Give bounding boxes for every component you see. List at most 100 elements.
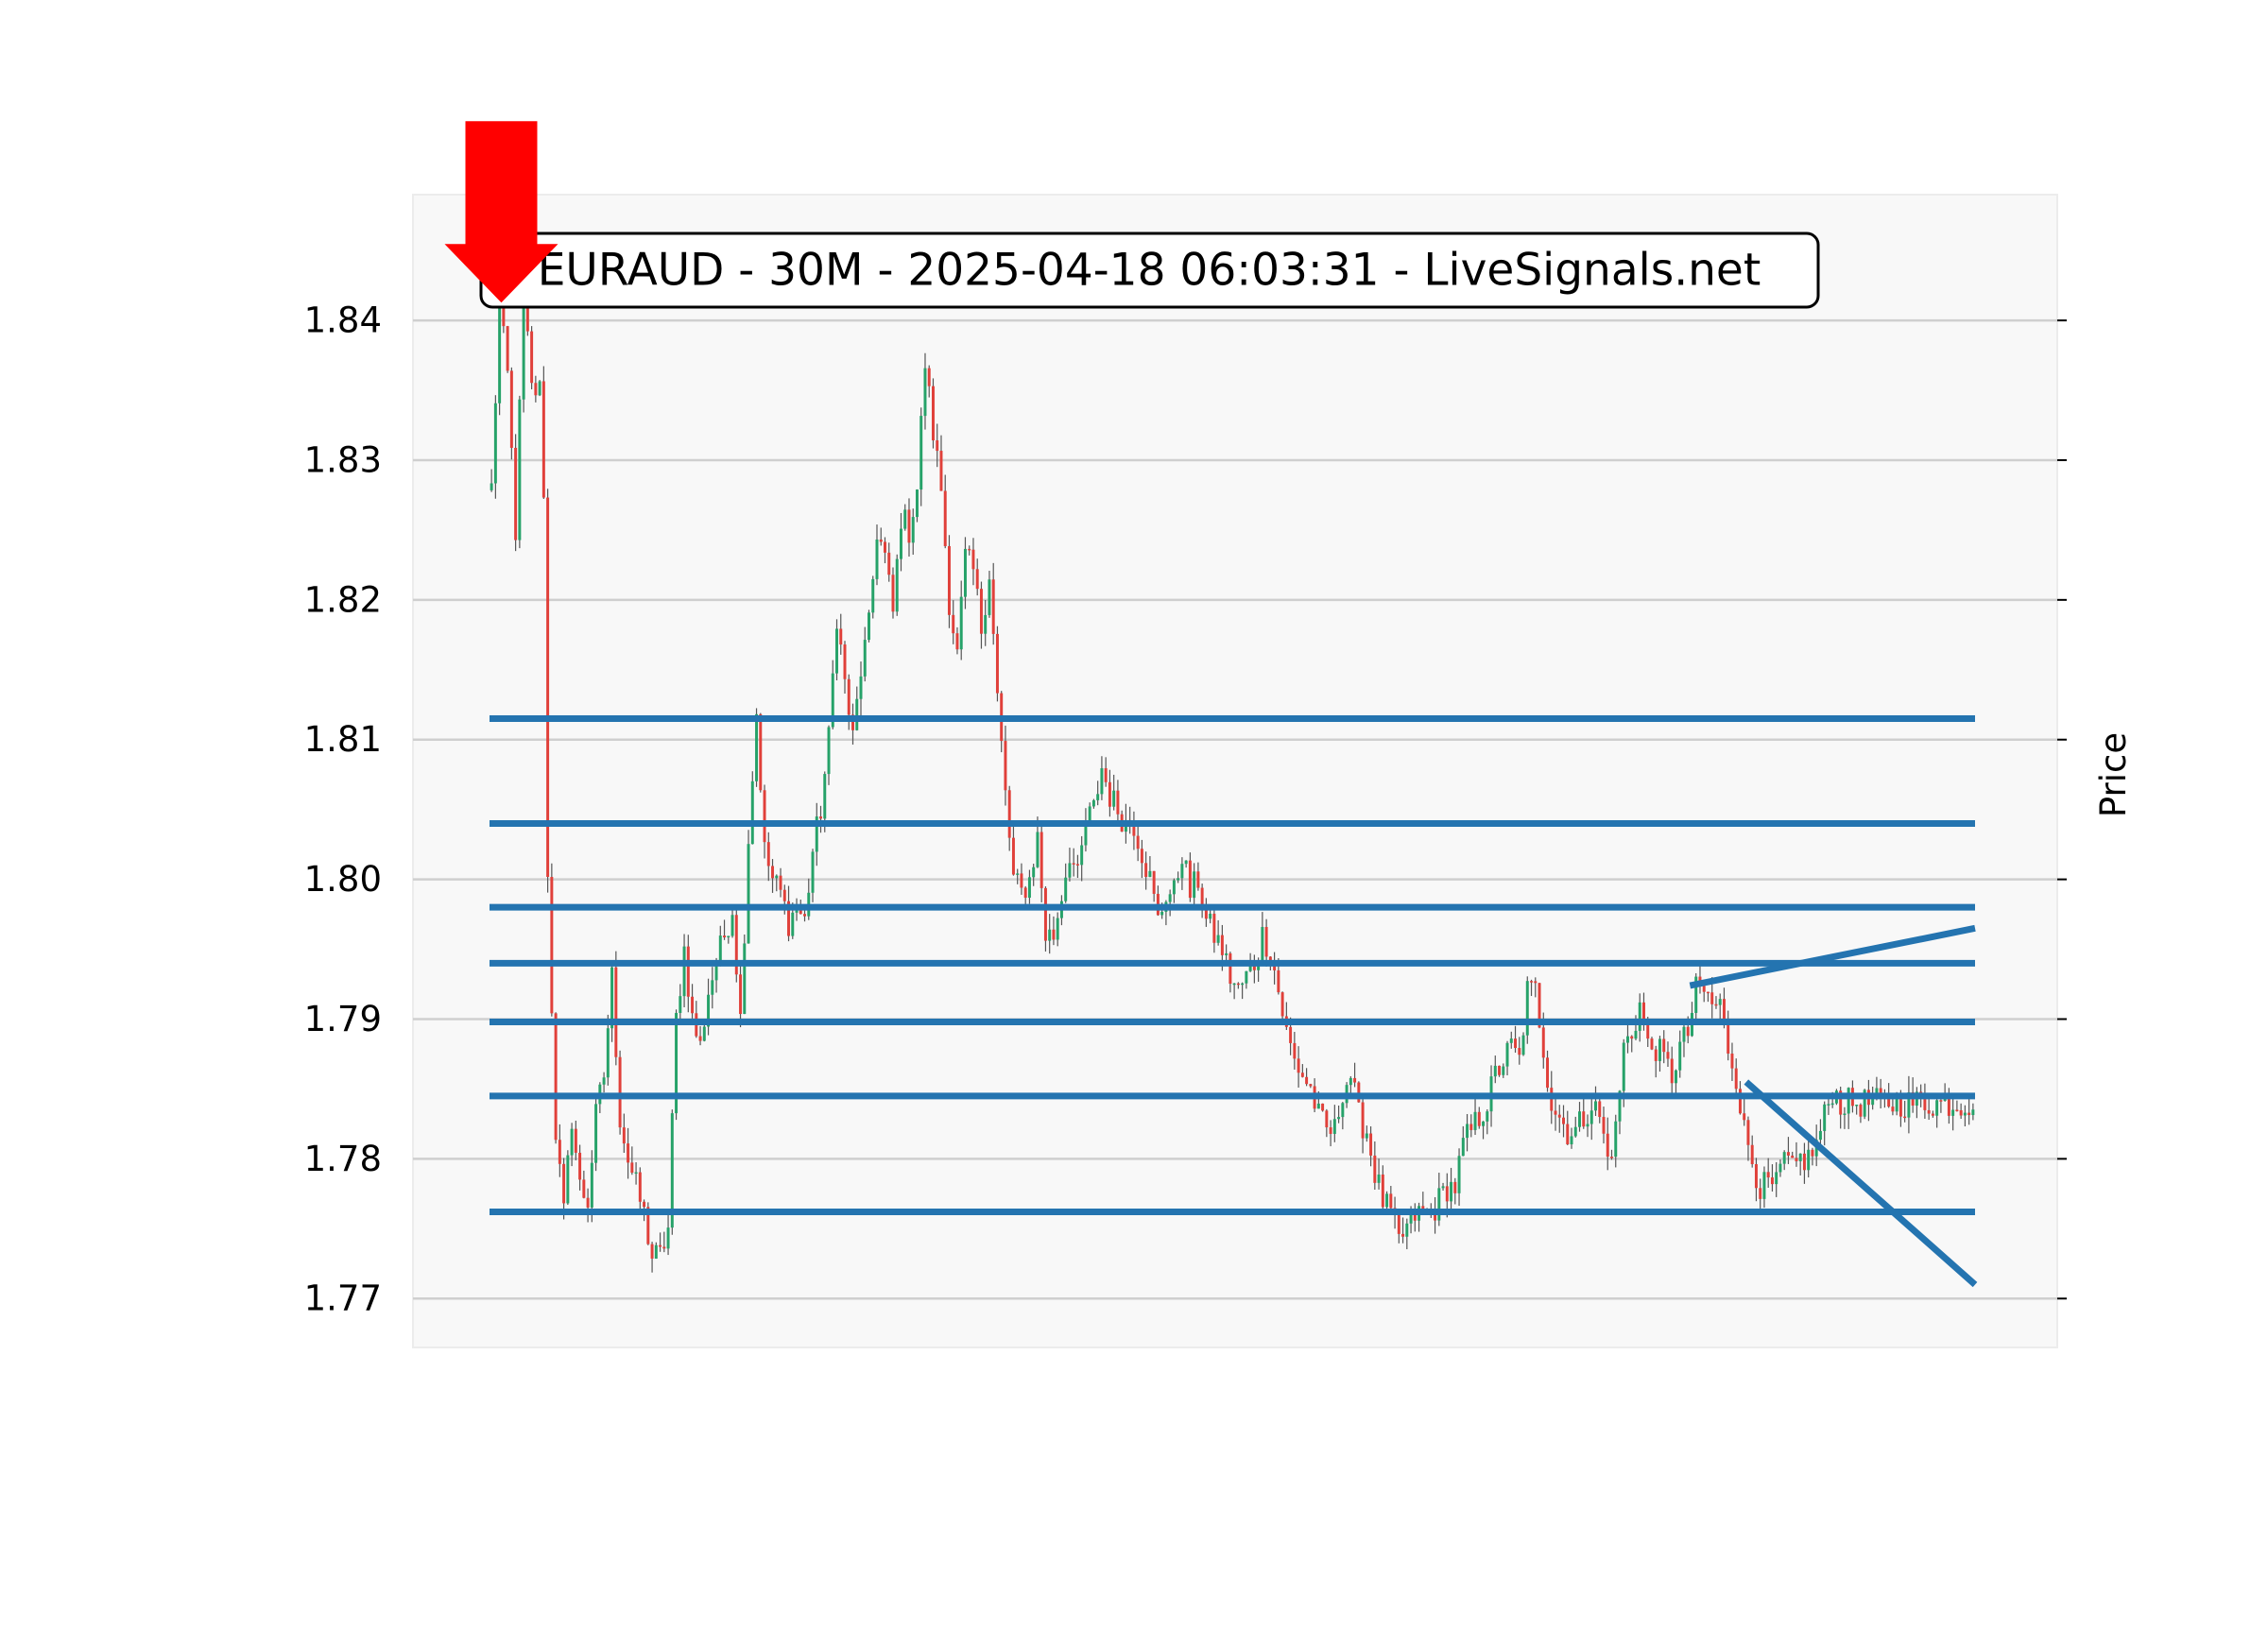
candle-body <box>1177 878 1180 881</box>
candle-body <box>1477 1111 1481 1126</box>
candle-body <box>1578 1111 1581 1127</box>
candle-body <box>1618 1090 1622 1122</box>
candle-body <box>730 915 734 936</box>
y-axis-label: Price <box>2093 732 2134 817</box>
candle-body <box>1855 1105 1859 1107</box>
candle-body <box>947 545 951 615</box>
candle-body <box>627 1143 630 1163</box>
candle-body <box>1530 981 1534 983</box>
candle-body <box>1818 1130 1822 1141</box>
candle-body <box>1261 926 1264 961</box>
candle-body <box>586 1197 590 1208</box>
candle-body <box>582 1179 586 1198</box>
horizontal-levels <box>490 715 1975 1216</box>
candle-body <box>1196 871 1200 888</box>
candle-body <box>679 996 682 1013</box>
candle-body <box>1236 983 1240 986</box>
chart-title-box: EURAUD - 30M - 2025-04-18 06:03:31 - Liv… <box>479 232 1820 309</box>
candle-body <box>1437 1188 1441 1221</box>
candle-body <box>490 483 493 490</box>
candle-body <box>1007 790 1011 838</box>
candle-body <box>1654 1049 1658 1061</box>
candle-body <box>1245 970 1248 984</box>
candle-body <box>868 612 870 641</box>
candle-body <box>1052 929 1056 940</box>
candle-body <box>1434 1212 1437 1221</box>
candle-body <box>1730 1053 1734 1069</box>
candle-body <box>1525 981 1529 1036</box>
candle-body <box>1843 1113 1847 1115</box>
candle-body <box>1168 894 1172 902</box>
candle-body <box>1541 1027 1545 1058</box>
candle-body <box>1116 790 1120 815</box>
candle-body <box>675 1012 679 1114</box>
candle-body <box>1064 877 1068 901</box>
candle-body <box>1610 1157 1613 1158</box>
candle-body <box>875 539 879 579</box>
candle-body <box>1043 887 1047 941</box>
candle-body <box>534 383 538 396</box>
candle-body <box>727 935 730 938</box>
candle-body <box>923 368 927 417</box>
candle-body <box>1935 1100 1939 1116</box>
candle-body <box>602 1077 606 1085</box>
candle-body <box>907 509 911 543</box>
candle-body <box>1658 1038 1661 1061</box>
candle-body <box>606 1028 610 1078</box>
candle-body <box>891 575 895 612</box>
candle-body <box>1228 952 1232 985</box>
candle-body <box>1939 1100 1943 1102</box>
candle-body <box>1594 1101 1597 1111</box>
candle-body <box>1280 992 1284 1017</box>
candle-body <box>1075 864 1079 866</box>
candle-body <box>1802 1153 1806 1171</box>
candle-body <box>1947 1097 1950 1116</box>
candle-body <box>1879 1088 1882 1094</box>
candle-body <box>743 943 747 1015</box>
candle-body <box>1332 1119 1336 1134</box>
candle-body <box>843 644 847 679</box>
candle-body <box>1373 1155 1377 1183</box>
candle-body <box>646 1207 650 1244</box>
candle-body <box>1859 1105 1863 1117</box>
candle-body <box>1847 1088 1850 1114</box>
candle-body <box>1823 1104 1827 1131</box>
trend-lines <box>1689 924 1978 1288</box>
candle-body <box>1016 873 1020 875</box>
candle-body <box>1682 1026 1686 1042</box>
candle-body <box>1662 1038 1666 1053</box>
candle-body <box>779 875 782 890</box>
candle-body <box>899 528 902 559</box>
candle-body <box>562 1163 566 1204</box>
candle-body <box>1132 827 1136 836</box>
candle-body <box>1482 1121 1486 1126</box>
y-tick-label: 1.83 <box>304 439 382 480</box>
candle-body <box>782 889 786 901</box>
candle-body <box>1786 1152 1790 1156</box>
candle-body <box>1148 870 1152 878</box>
y-tick-label: 1.81 <box>304 719 382 760</box>
candle-body <box>955 633 959 650</box>
candle-body <box>502 301 506 327</box>
candle-body <box>1963 1112 1967 1116</box>
candle-body <box>558 1140 561 1164</box>
candle-body <box>1144 863 1148 878</box>
candle-body <box>1557 1114 1561 1118</box>
candle-body <box>1641 1002 1645 1025</box>
candle-body <box>1466 1124 1469 1139</box>
candle-body <box>1750 1144 1754 1165</box>
candle-body <box>1172 880 1176 895</box>
candle-body <box>1232 983 1236 986</box>
candle-body <box>554 1013 558 1141</box>
candle-body <box>911 517 915 543</box>
candle-body <box>1027 877 1031 899</box>
candle-body <box>707 994 711 1027</box>
candle-body <box>1573 1126 1577 1137</box>
candle-body <box>546 497 550 878</box>
candle-body <box>711 980 714 995</box>
candle-body <box>1397 1213 1400 1234</box>
candle-body <box>714 965 718 981</box>
candle-body <box>1160 911 1164 916</box>
candle-body <box>1626 1036 1629 1043</box>
candle-body <box>570 1128 574 1156</box>
